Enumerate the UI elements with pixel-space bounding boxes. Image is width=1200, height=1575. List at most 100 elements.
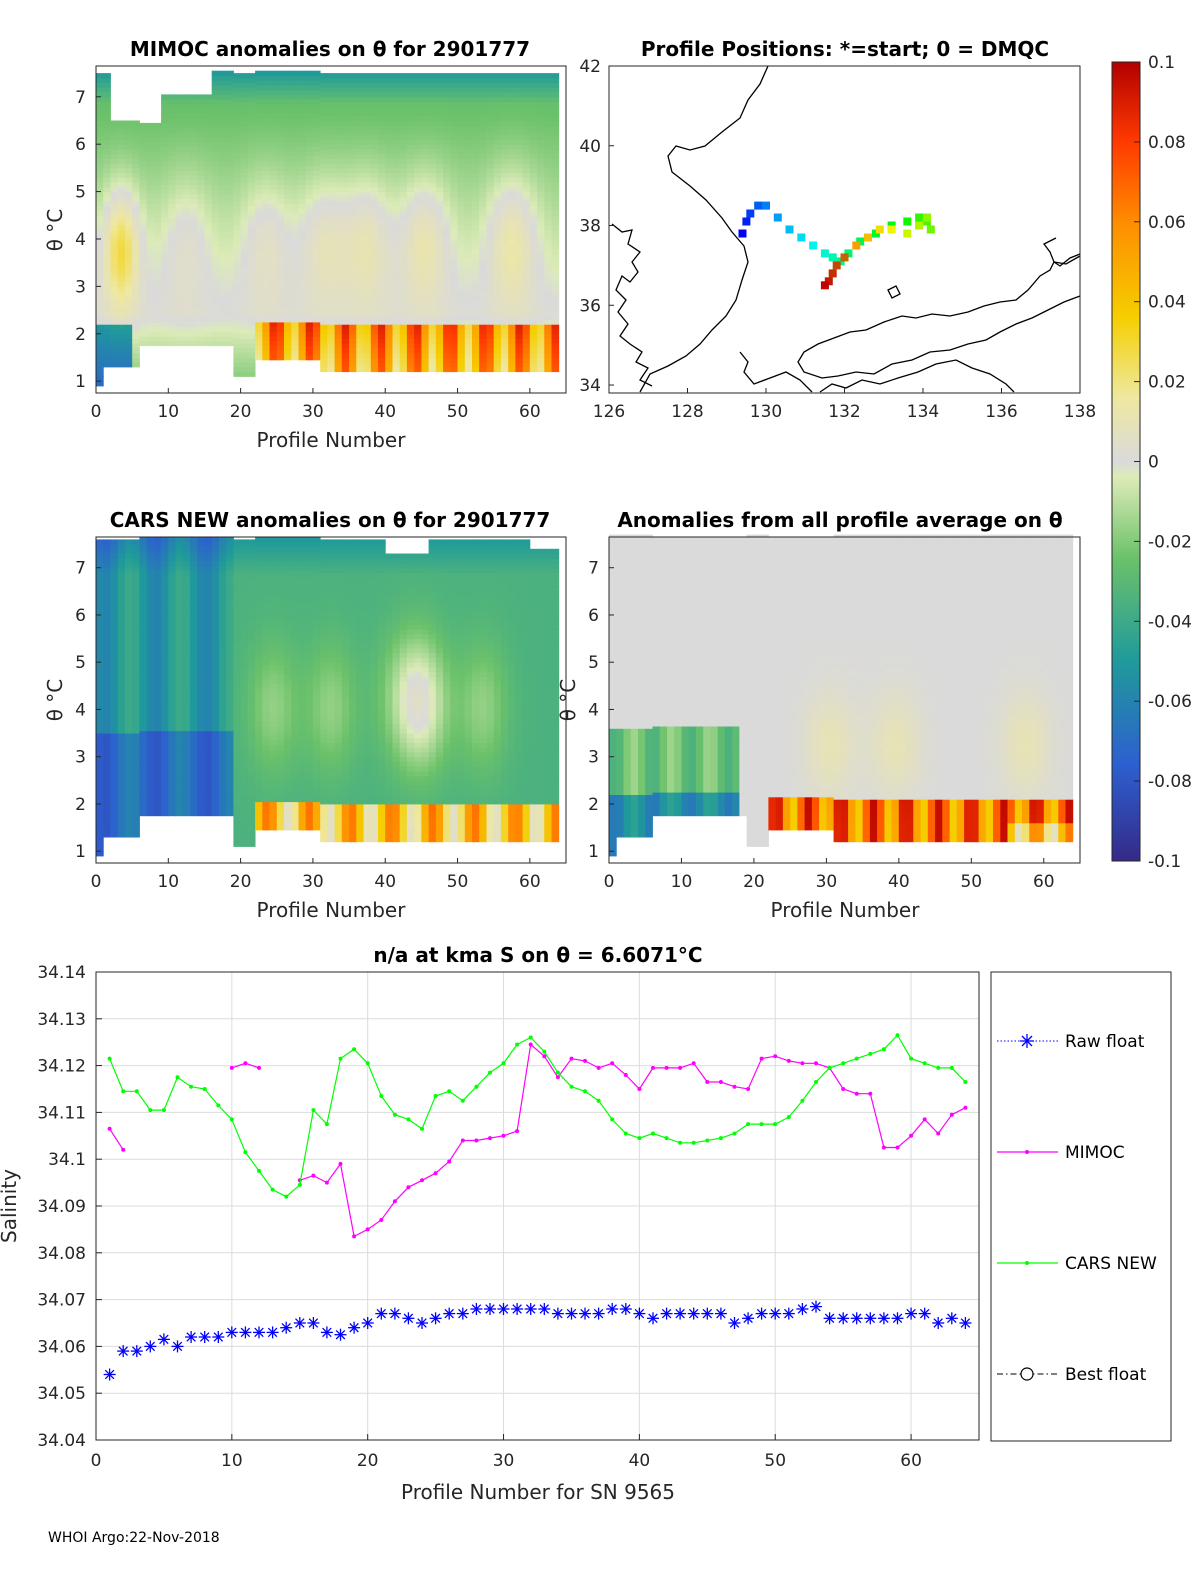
heatmap-cell [190, 326, 198, 332]
heatmap-cell [218, 250, 227, 256]
heatmap-cell [537, 172, 545, 178]
heatmap-cell [175, 622, 184, 628]
heatmap-cell [443, 300, 451, 306]
heatmap-cell [435, 248, 444, 254]
heatmap-cell [103, 610, 111, 616]
heatmap-cell [197, 801, 205, 807]
heatmap-cell [486, 324, 495, 330]
track-point [926, 225, 935, 234]
heatmap-cell [284, 288, 292, 294]
heatmap-cell [472, 201, 480, 207]
heatmap-cell [515, 295, 524, 301]
heatmap-cell [378, 253, 386, 259]
heatmap-cell [124, 130, 133, 136]
heatmap-cell [204, 212, 213, 219]
heatmap-cell [218, 321, 227, 328]
heatmap-cell [240, 362, 249, 368]
heatmap-cell [168, 707, 176, 713]
heatmap-cell [218, 94, 227, 100]
heatmap-cell [168, 94, 176, 100]
heatmap-cell [161, 103, 169, 110]
heatmap-cell [291, 265, 299, 271]
heatmap-cell [435, 272, 444, 278]
heatmap-cell [153, 598, 162, 604]
heatmap-cell [406, 96, 415, 102]
heatmap-cell [110, 177, 119, 183]
heatmap-cell [132, 558, 140, 564]
heatmap-cell [291, 118, 299, 124]
heatmap-cell [255, 80, 263, 86]
heatmap-cell [443, 314, 451, 320]
heatmap-cell [486, 191, 495, 197]
heatmap-cell [153, 160, 162, 166]
heatmap-cell [349, 239, 357, 245]
heatmap-cell [269, 198, 278, 204]
heatmap-cell [428, 329, 437, 335]
heatmap-cell [276, 146, 285, 152]
heatmap-cell [305, 80, 314, 86]
heatmap-cell [182, 721, 191, 727]
heatmap-cell [110, 685, 119, 691]
heatmap-cell [508, 257, 516, 264]
heatmap-cell [544, 111, 552, 117]
heatmap-cell [218, 231, 227, 238]
heatmap-cell [161, 574, 169, 580]
heatmap-cell [276, 241, 285, 247]
heatmap-cell [161, 227, 169, 233]
heatmap-cell [269, 236, 278, 242]
heatmap-cell [110, 827, 119, 833]
heatmap-cell [190, 175, 198, 181]
heatmap-cell [378, 314, 386, 320]
heatmap-cell [378, 115, 386, 121]
heatmap-cell [435, 257, 444, 264]
heatmap-cell [103, 615, 111, 621]
heatmap-cell [457, 324, 466, 330]
heatmap-cell [211, 165, 220, 171]
heatmap-cell [414, 182, 422, 188]
heatmap-cell [233, 101, 242, 107]
heatmap-cell [124, 348, 133, 354]
heatmap-cell [168, 574, 176, 580]
heatmap-cell [298, 236, 307, 242]
heatmap-cell [197, 250, 205, 256]
island-oki [887, 285, 901, 299]
heatmap-cell [464, 229, 473, 235]
heatmap-cell [211, 669, 220, 675]
heatmap-cell [139, 749, 148, 755]
heatmap-cell [399, 239, 408, 245]
heatmap-cell [262, 208, 270, 214]
heatmap-cell [493, 115, 502, 121]
heatmap-cell [269, 307, 278, 313]
heatmap-cell [450, 144, 458, 150]
heatmap-cell [175, 678, 184, 684]
heatmap-cell [262, 156, 270, 162]
heatmap-cell [204, 203, 213, 209]
heatmap-cell [378, 153, 386, 159]
heatmap-cell [284, 99, 292, 105]
heatmap-cell [493, 191, 502, 197]
heatmap-cell [291, 146, 299, 152]
heatmap-cell [356, 224, 364, 230]
y-tick-label: 34 [579, 376, 601, 396]
heatmap-cell [341, 262, 350, 268]
heatmap-cell [96, 305, 104, 311]
heatmap-cell [124, 718, 133, 725]
heatmap-cell [161, 579, 169, 585]
heatmap-cell [226, 208, 234, 214]
heatmap-cell [284, 70, 292, 76]
heatmap-cell [508, 224, 516, 230]
heatmap-cell [464, 139, 473, 145]
heatmap-cell [190, 792, 198, 798]
heatmap-cell [153, 678, 162, 684]
heatmap-cell [370, 305, 379, 311]
heatmap-cell [240, 163, 249, 169]
heatmap-cell [493, 305, 502, 311]
heatmap-cell [132, 785, 140, 791]
heatmap-cell [493, 201, 502, 207]
heatmap-cell [486, 186, 495, 192]
heatmap-cell [399, 366, 408, 373]
heatmap-cell [240, 215, 249, 221]
heatmap-cell [124, 539, 133, 545]
heatmap-cell [269, 326, 278, 332]
heatmap-cell [175, 194, 184, 200]
